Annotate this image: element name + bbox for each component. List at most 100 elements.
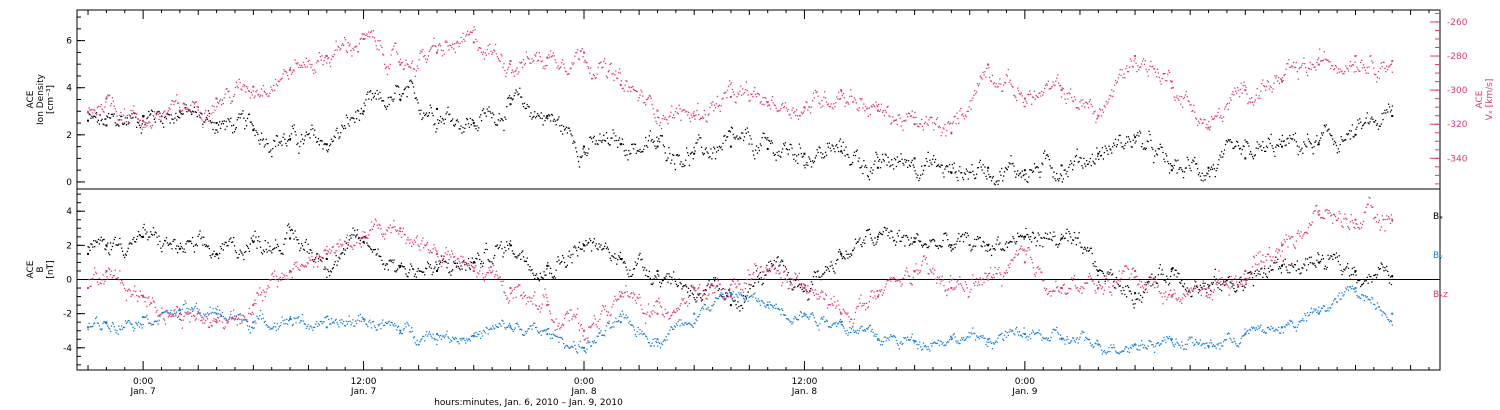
ion-density-series-sample xyxy=(1343,139,1345,142)
ion-density-series-sample xyxy=(956,176,958,179)
vx-series-sample xyxy=(510,72,513,74)
vx-series-sample xyxy=(1096,118,1098,120)
bx-series-sample xyxy=(107,242,109,244)
vx-series-sample xyxy=(203,120,205,123)
ion-density-series-sample xyxy=(393,98,395,100)
ion-density-series-sample xyxy=(1106,150,1108,152)
bx-series-sample xyxy=(385,263,388,265)
ion-density-series-sample xyxy=(315,136,317,138)
vx-series-sample xyxy=(1210,126,1212,128)
bx-series-sample xyxy=(804,284,806,286)
vx-series-sample xyxy=(958,122,960,124)
vx-series-point xyxy=(619,84,622,86)
ion-density-series-sample xyxy=(1195,163,1197,165)
bx-series-sample xyxy=(587,242,589,244)
ion-density-series-sample xyxy=(444,118,446,120)
ion-density-series-sample xyxy=(1178,168,1180,171)
ion-density-series-sample xyxy=(708,157,710,159)
ion-density-series-sample xyxy=(1033,163,1036,165)
vx-series-sample xyxy=(1372,62,1374,64)
ion-density-series-sample xyxy=(458,128,460,130)
ion-density-series-sample xyxy=(504,116,506,118)
ion-density-series-sample xyxy=(595,140,597,142)
bx-series-sample xyxy=(1303,263,1305,265)
vx-series-sample xyxy=(1179,95,1181,97)
vx-series-sample xyxy=(687,111,690,113)
ion-density-series-sample xyxy=(902,162,904,164)
bx-series-sample xyxy=(1320,260,1322,263)
bx-series-sample xyxy=(298,242,300,245)
vx-series-sample xyxy=(598,63,600,65)
ion-density-series-sample xyxy=(1386,109,1388,111)
ion-density-series-sample xyxy=(783,143,785,145)
bx-series-sample xyxy=(647,276,650,278)
by-series-sample xyxy=(258,318,260,320)
bx-series-sample xyxy=(470,261,472,264)
bx-series-sample xyxy=(1126,296,1128,298)
ion-density-series-sample xyxy=(1366,112,1368,114)
ion-density-series-sample xyxy=(741,132,743,134)
bx-series-sample xyxy=(656,278,658,280)
ion-density-series-sample xyxy=(1045,154,1048,156)
vx-series-sample xyxy=(756,92,759,94)
vx-series-sample xyxy=(1137,65,1139,67)
vx-series-sample xyxy=(975,93,977,95)
vx-series-sample xyxy=(471,31,473,34)
ion-density-series-sample xyxy=(665,160,667,162)
ion-density-series-sample xyxy=(1306,133,1309,135)
ion-density-series-sample xyxy=(551,114,554,116)
vx-series-sample xyxy=(1261,82,1263,85)
vx-series-sample xyxy=(1345,65,1347,67)
bx-series-sample xyxy=(384,264,387,267)
bx-series-sample xyxy=(1029,238,1031,241)
bx-series-sample xyxy=(439,263,441,265)
bx-series-sample xyxy=(343,248,345,250)
ion-density-series-sample xyxy=(1154,155,1156,157)
vx-series-sample xyxy=(1138,69,1140,71)
by-series-sample xyxy=(511,328,513,331)
bx-series-sample xyxy=(1141,301,1143,303)
by-series-sample xyxy=(169,312,171,314)
bx-series-sample xyxy=(1371,281,1373,283)
ion-density-series-sample xyxy=(243,117,245,119)
vx-series-sample xyxy=(109,94,111,96)
by-series-sample xyxy=(304,323,306,326)
bx-series-sample xyxy=(993,248,995,250)
bx-series-sample xyxy=(644,267,646,269)
bx-series-sample xyxy=(1115,276,1118,279)
by-series-sample xyxy=(346,323,348,325)
by-series-sample xyxy=(515,323,517,325)
vx-series-sample xyxy=(706,121,708,123)
vx-series-sample xyxy=(628,86,630,88)
ion-density-series-sample xyxy=(296,143,298,146)
bx-series-sample xyxy=(602,248,604,250)
bx-series-sample xyxy=(1093,265,1095,267)
vx-series-sample xyxy=(190,104,192,106)
vx-series-sample xyxy=(168,107,170,109)
vx-series-sample xyxy=(1203,119,1205,121)
bx-series-sample xyxy=(1107,271,1109,273)
by-series-sample xyxy=(128,320,130,322)
vx-series-sample xyxy=(838,98,841,100)
bx-series-sample xyxy=(1366,276,1368,278)
vx-series-sample xyxy=(439,45,442,47)
vx-series-sample xyxy=(435,45,437,48)
ion-density-series-sample xyxy=(166,113,169,115)
vx-series-sample xyxy=(255,91,257,93)
vx-series-sample xyxy=(1210,115,1213,118)
vx-series-sample xyxy=(1103,105,1105,107)
vx-series-sample xyxy=(685,111,687,113)
bx-series-sample xyxy=(358,237,361,239)
vx-series-sample xyxy=(358,43,361,45)
vx-series-sample xyxy=(903,119,905,122)
ion-density-series-sample xyxy=(1291,138,1293,140)
ion-density-series-sample xyxy=(1332,138,1334,140)
bx-series-sample xyxy=(833,270,835,272)
ion-density-series-sample xyxy=(1111,152,1113,154)
ion-density-series-sample xyxy=(1014,170,1016,173)
by-series-sample xyxy=(88,322,90,324)
by-series-sample xyxy=(188,308,190,310)
bx-series-point xyxy=(215,252,218,255)
bx-series-sample xyxy=(1313,262,1315,265)
bx-series-sample xyxy=(1347,267,1350,269)
